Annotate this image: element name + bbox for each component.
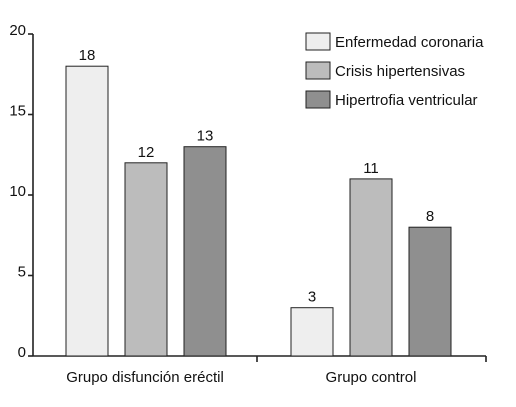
category-label: Grupo control	[326, 369, 417, 386]
data-label: 12	[138, 144, 155, 161]
bar	[124, 162, 168, 357]
legend-label: Crisis hipertensivas	[335, 63, 465, 80]
bars	[65, 65, 452, 357]
y-tick-label: 20	[9, 22, 26, 39]
legend-swatch	[305, 90, 331, 109]
y-axis-ticks: 0 5 10 15 20	[9, 22, 33, 361]
legend-swatch	[305, 61, 331, 80]
bar	[408, 226, 452, 357]
data-labels: 18 12 13 3 11 8	[79, 47, 435, 306]
legend-label: Hipertrofia ventricular	[335, 92, 478, 109]
category-labels: Grupo disfunción eréctil Grupo control	[66, 369, 416, 386]
data-label: 3	[308, 289, 316, 306]
y-tick-label: 15	[9, 103, 26, 120]
data-label: 11	[363, 160, 379, 177]
legend: Enfermedad coronaria Crisis hipertensivas…	[305, 32, 484, 109]
y-tick-label: 10	[9, 183, 26, 200]
data-label: 8	[426, 208, 434, 225]
bar	[349, 178, 393, 357]
legend-label: Enfermedad coronaria	[335, 34, 484, 51]
category-label: Grupo disfunción eréctil	[66, 369, 224, 386]
bar	[65, 65, 109, 357]
data-label: 13	[197, 128, 214, 145]
legend-swatch	[305, 32, 331, 51]
bar	[183, 146, 227, 357]
y-tick-label: 0	[18, 344, 26, 361]
data-label: 18	[79, 47, 96, 64]
y-tick-label: 5	[18, 264, 26, 281]
bar	[290, 307, 334, 357]
